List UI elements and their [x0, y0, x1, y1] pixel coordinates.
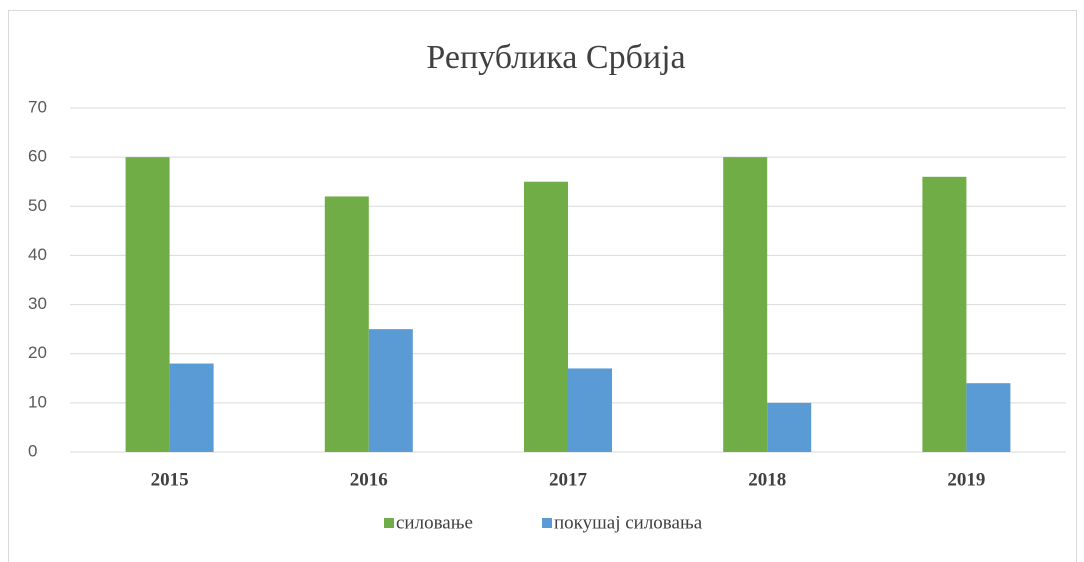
legend-swatch [384, 518, 394, 528]
bar [767, 402, 812, 452]
y-tick-label: 10 [28, 392, 47, 411]
x-tick-label: 2017 [549, 469, 588, 490]
bar [966, 383, 1011, 452]
y-tick-label: 60 [28, 147, 47, 166]
bar [169, 363, 214, 452]
y-tick-label: 50 [28, 196, 47, 215]
x-tick-label: 2016 [350, 469, 388, 490]
bar [524, 181, 568, 452]
y-tick-label: 40 [28, 245, 47, 264]
y-tick-label: 30 [28, 294, 47, 313]
bar [125, 157, 170, 452]
bar [922, 176, 967, 453]
bar [723, 157, 768, 452]
x-tick-label: 2015 [151, 469, 189, 490]
y-tick-label: 20 [28, 343, 47, 362]
legend-label: силовање [396, 512, 473, 533]
x-tick-label: 2019 [947, 469, 985, 490]
bar [568, 368, 612, 452]
legend-label: покушај силовања [554, 512, 703, 533]
legend-swatch [542, 518, 552, 528]
bar [368, 329, 413, 452]
chart-title: Република Србија [426, 39, 685, 76]
x-tick-label: 2018 [748, 469, 786, 490]
bar [324, 196, 369, 452]
y-tick-label: 70 [28, 97, 47, 116]
y-tick-label: 0 [28, 441, 37, 460]
